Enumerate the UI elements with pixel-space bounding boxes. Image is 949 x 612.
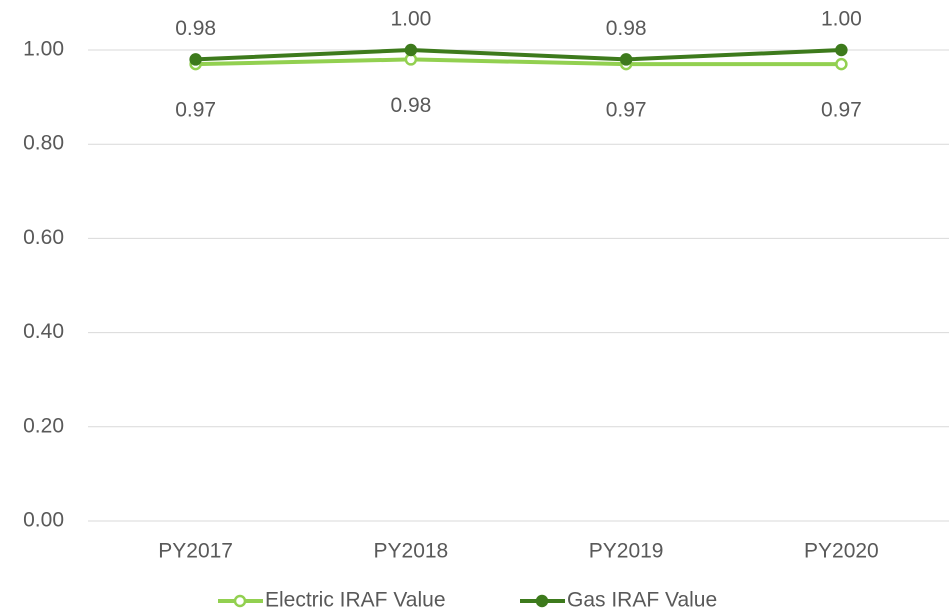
x-tick-label: PY2018 bbox=[374, 540, 449, 563]
point-marker bbox=[835, 57, 848, 71]
x-tick-label: PY2017 bbox=[158, 540, 233, 563]
point-marker bbox=[189, 53, 202, 66]
data-label: 0.98 bbox=[390, 94, 431, 117]
data-label: 0.97 bbox=[821, 99, 862, 122]
legend-marker bbox=[233, 594, 247, 608]
x-tick-label: PY2020 bbox=[804, 540, 879, 563]
series-line bbox=[195, 57, 842, 67]
point-marker bbox=[404, 43, 418, 57]
y-tick-label: 0.80 bbox=[23, 132, 64, 155]
data-label: 0.97 bbox=[175, 99, 216, 122]
data-label: 1.00 bbox=[821, 8, 862, 31]
x-tick-label: PY2019 bbox=[589, 540, 664, 563]
data-label: 0.97 bbox=[606, 99, 647, 122]
y-tick-label: 0.00 bbox=[23, 509, 64, 532]
legend-marker bbox=[535, 594, 549, 608]
y-tick-label: 0.60 bbox=[23, 226, 64, 249]
data-label: 1.00 bbox=[390, 8, 431, 31]
legend-label: Electric IRAF Value bbox=[265, 589, 446, 612]
y-tick-label: 1.00 bbox=[23, 38, 64, 61]
data-label: 0.98 bbox=[606, 17, 647, 40]
legend-label: Gas IRAF Value bbox=[567, 589, 717, 612]
y-tick-label: 0.20 bbox=[23, 414, 64, 437]
data-label: 0.98 bbox=[175, 17, 216, 40]
point-marker bbox=[619, 53, 633, 66]
y-tick-label: 0.40 bbox=[23, 320, 64, 343]
point-marker bbox=[835, 43, 848, 57]
series-line bbox=[195, 48, 842, 62]
